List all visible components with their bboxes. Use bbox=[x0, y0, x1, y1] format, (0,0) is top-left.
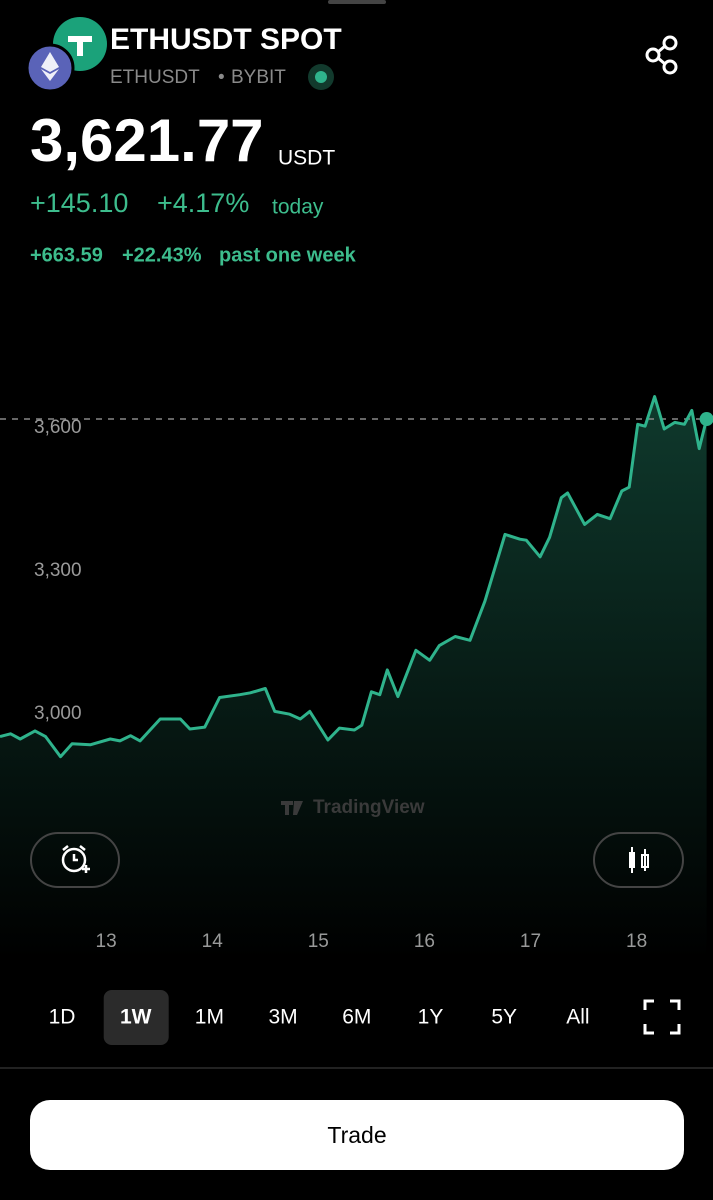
change-today: +145.10 bbox=[30, 188, 128, 218]
watermark-logo bbox=[281, 801, 303, 815]
range-option[interactable]: 1W bbox=[120, 1006, 152, 1029]
trade-button[interactable] bbox=[30, 1100, 684, 1170]
range-option[interactable]: 1Y bbox=[418, 1006, 444, 1029]
last-point bbox=[699, 412, 713, 427]
alert-button[interactable] bbox=[30, 832, 120, 888]
change-week-pct: +22.43% bbox=[122, 244, 202, 266]
range-option[interactable]: 6M bbox=[342, 1006, 371, 1029]
exchange: BYBIT bbox=[231, 67, 286, 88]
trade-label: Trade bbox=[327, 1122, 386, 1148]
y-tick-label: 3,600 bbox=[34, 417, 82, 438]
change-today-pct: +4.17% bbox=[157, 188, 249, 218]
fullscreen-button[interactable] bbox=[643, 999, 681, 1035]
eth-mark bbox=[41, 52, 59, 81]
separator: • bbox=[218, 67, 225, 88]
range-option[interactable]: 1M bbox=[195, 1006, 224, 1029]
share-button[interactable] bbox=[645, 35, 678, 75]
today-label: today bbox=[272, 196, 324, 219]
range-option[interactable]: All bbox=[566, 1006, 589, 1029]
range-selector: 1D 1W 1M 3M 6M 1Y 5Y All bbox=[49, 990, 590, 1045]
watermark: TradingView bbox=[313, 797, 425, 818]
last-price: 3,621.77 bbox=[30, 107, 264, 174]
change-week: +663.59 bbox=[30, 244, 103, 266]
status-dot bbox=[315, 71, 327, 83]
range-option[interactable]: 3M bbox=[269, 1006, 298, 1029]
y-tick-label: 3,000 bbox=[34, 703, 82, 724]
price-unit: USDT bbox=[278, 147, 335, 170]
price-line bbox=[0, 395, 709, 759]
symbol: ETHUSDT bbox=[110, 67, 200, 88]
title: ETHUSDT SPOT bbox=[110, 23, 342, 56]
week-label: past one week bbox=[219, 244, 357, 266]
y-tick-label: 3,300 bbox=[34, 560, 82, 581]
notch bbox=[328, 0, 386, 4]
area bbox=[0, 396, 707, 961]
chart-type-button[interactable] bbox=[593, 832, 684, 888]
range-selected bbox=[103, 990, 169, 1045]
range-option[interactable]: 5Y bbox=[491, 1006, 517, 1029]
range-option[interactable]: 1D bbox=[49, 1006, 76, 1029]
tether-mark bbox=[68, 36, 92, 56]
